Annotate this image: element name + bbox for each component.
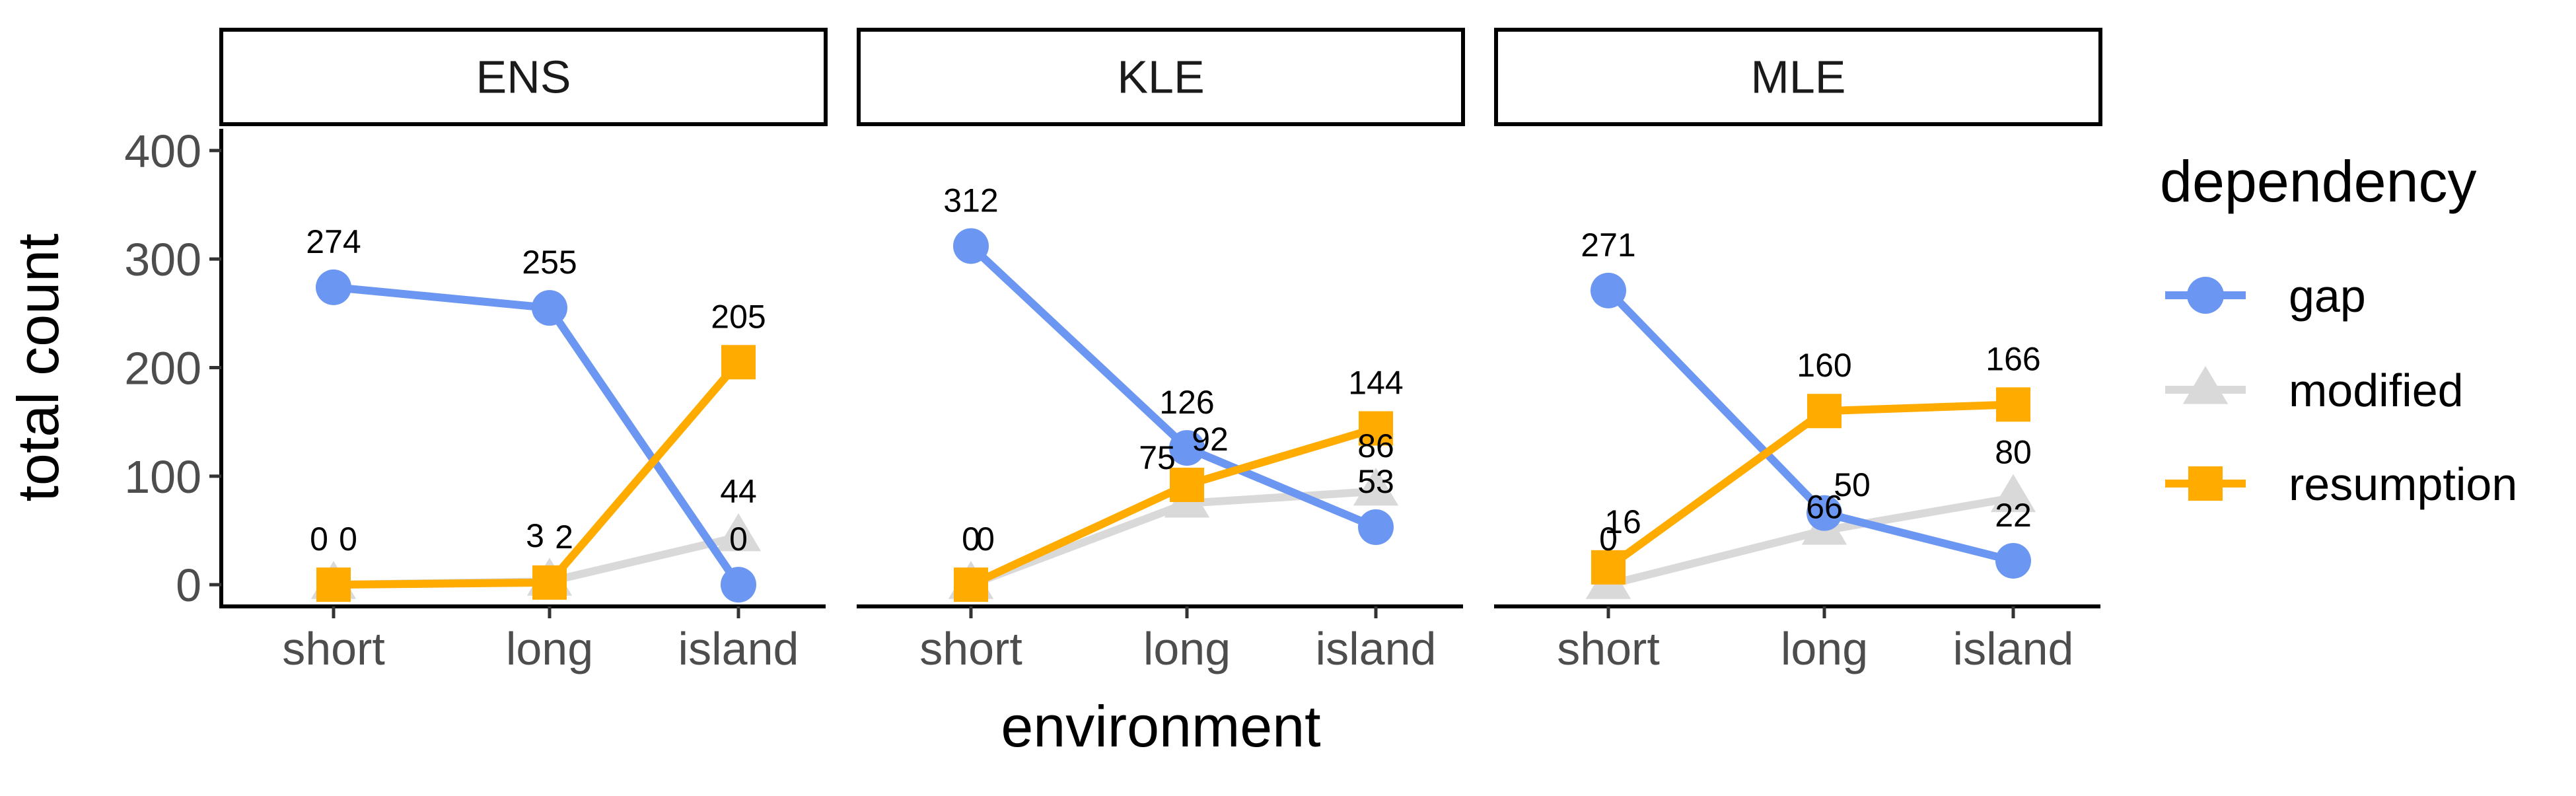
x-tick-label: island — [1953, 623, 2074, 674]
point-gap — [316, 269, 351, 305]
point-gap — [721, 567, 756, 603]
data-label-modified: 44 — [720, 473, 757, 510]
point-resumption — [532, 565, 567, 600]
point-modified — [1990, 474, 2036, 513]
data-label-gap: 0 — [729, 521, 748, 558]
x-tick-label: short — [919, 623, 1022, 674]
data-label-gap: 66 — [1806, 489, 1843, 526]
point-resumption — [316, 567, 351, 602]
x-tick-label: short — [1557, 623, 1660, 674]
data-label-resumption: 0 — [339, 521, 357, 558]
data-label-modified: 0 — [1599, 521, 1618, 558]
legend-label-modified: modified — [2289, 365, 2464, 416]
point-gap — [532, 290, 567, 326]
data-label-resumption: 2 — [555, 519, 573, 556]
data-label-gap: 126 — [1159, 384, 1214, 421]
legend-key-marker — [2188, 466, 2223, 501]
panel-kle: KLE short long island — [857, 28, 1465, 674]
legend-key-gap — [2165, 277, 2246, 314]
point-gap — [1591, 272, 1626, 308]
data-label-resumption: 0 — [976, 521, 995, 558]
point-resumption — [1170, 467, 1204, 502]
data-label-resumption: 92 — [1192, 421, 1229, 458]
point-modified — [1353, 467, 1399, 506]
data-label-modified: 86 — [1357, 427, 1394, 464]
x-tick-label: island — [678, 623, 799, 674]
point-gap — [1807, 495, 1842, 531]
data-label-modified: 75 — [1139, 439, 1176, 476]
data-label-modified: 0 — [310, 521, 328, 558]
point-gap — [953, 228, 989, 264]
data-label-resumption: 160 — [1797, 347, 1851, 384]
data-label-resumption: 16 — [1604, 503, 1641, 540]
data-label-modified: 50 — [1834, 466, 1871, 503]
x-tick-label: long — [1143, 623, 1231, 674]
facet-strip-label: MLE — [1751, 52, 1846, 103]
legend: dependency gap modified resumption — [2160, 149, 2517, 510]
data-label-gap: 312 — [943, 182, 998, 219]
data-label-resumption: 166 — [1986, 340, 2040, 377]
data-label-modified: 3 — [526, 517, 544, 554]
data-label-gap: 255 — [522, 244, 577, 281]
x-tick-label: long — [1781, 623, 1868, 674]
facet-strip-label: ENS — [476, 52, 571, 103]
point-resumption — [1359, 411, 1393, 446]
x-tick-label: long — [506, 623, 593, 674]
y-tick-label: 0 — [176, 560, 201, 611]
data-label-gap: 53 — [1357, 463, 1394, 500]
data-label-modified: 0 — [962, 521, 980, 558]
legend-title: dependency — [2160, 149, 2477, 214]
point-gap — [1358, 509, 1394, 546]
x-tick-label: short — [282, 623, 385, 674]
y-axis-title: total count — [5, 233, 71, 501]
legend-label-resumption: resumption — [2289, 458, 2517, 510]
point-resumption — [1591, 550, 1626, 585]
facet-strip-label: KLE — [1117, 52, 1204, 103]
facet-strip — [219, 28, 828, 126]
legend-key-marker — [2187, 277, 2224, 314]
y-tick-label: 200 — [124, 343, 201, 394]
point-resumption — [954, 567, 988, 602]
y-tick-label: 300 — [124, 234, 201, 285]
point-resumption — [1807, 394, 1842, 429]
data-label-modified: 80 — [1995, 434, 2032, 471]
y-tick-label: 400 — [124, 126, 201, 177]
legend-key-modified — [2165, 366, 2246, 404]
legend-key-resumption — [2165, 466, 2246, 501]
data-label-gap: 274 — [306, 223, 361, 260]
point-resumption — [1996, 387, 2030, 422]
x-axis-title: environment — [1001, 694, 1320, 759]
point-gap — [1169, 430, 1205, 466]
panel-ens: ENS short long island — [219, 28, 828, 674]
point-gap — [1995, 542, 2031, 579]
legend-label-gap: gap — [2289, 270, 2366, 322]
panel-mle: MLE short long island — [1494, 28, 2102, 674]
point-resumption — [721, 345, 756, 380]
data-label-gap: 271 — [1581, 227, 1635, 264]
facet-strip — [1494, 28, 2102, 126]
data-label-gap: 22 — [1995, 497, 2032, 534]
data-label-resumption: 205 — [711, 298, 766, 335]
legend-key-marker — [2182, 366, 2229, 404]
facet-strip — [857, 28, 1465, 126]
y-tick-label: 100 — [124, 451, 201, 503]
x-tick-label: island — [1316, 623, 1437, 674]
data-label-resumption: 144 — [1348, 365, 1403, 402]
point-modified — [715, 513, 762, 552]
